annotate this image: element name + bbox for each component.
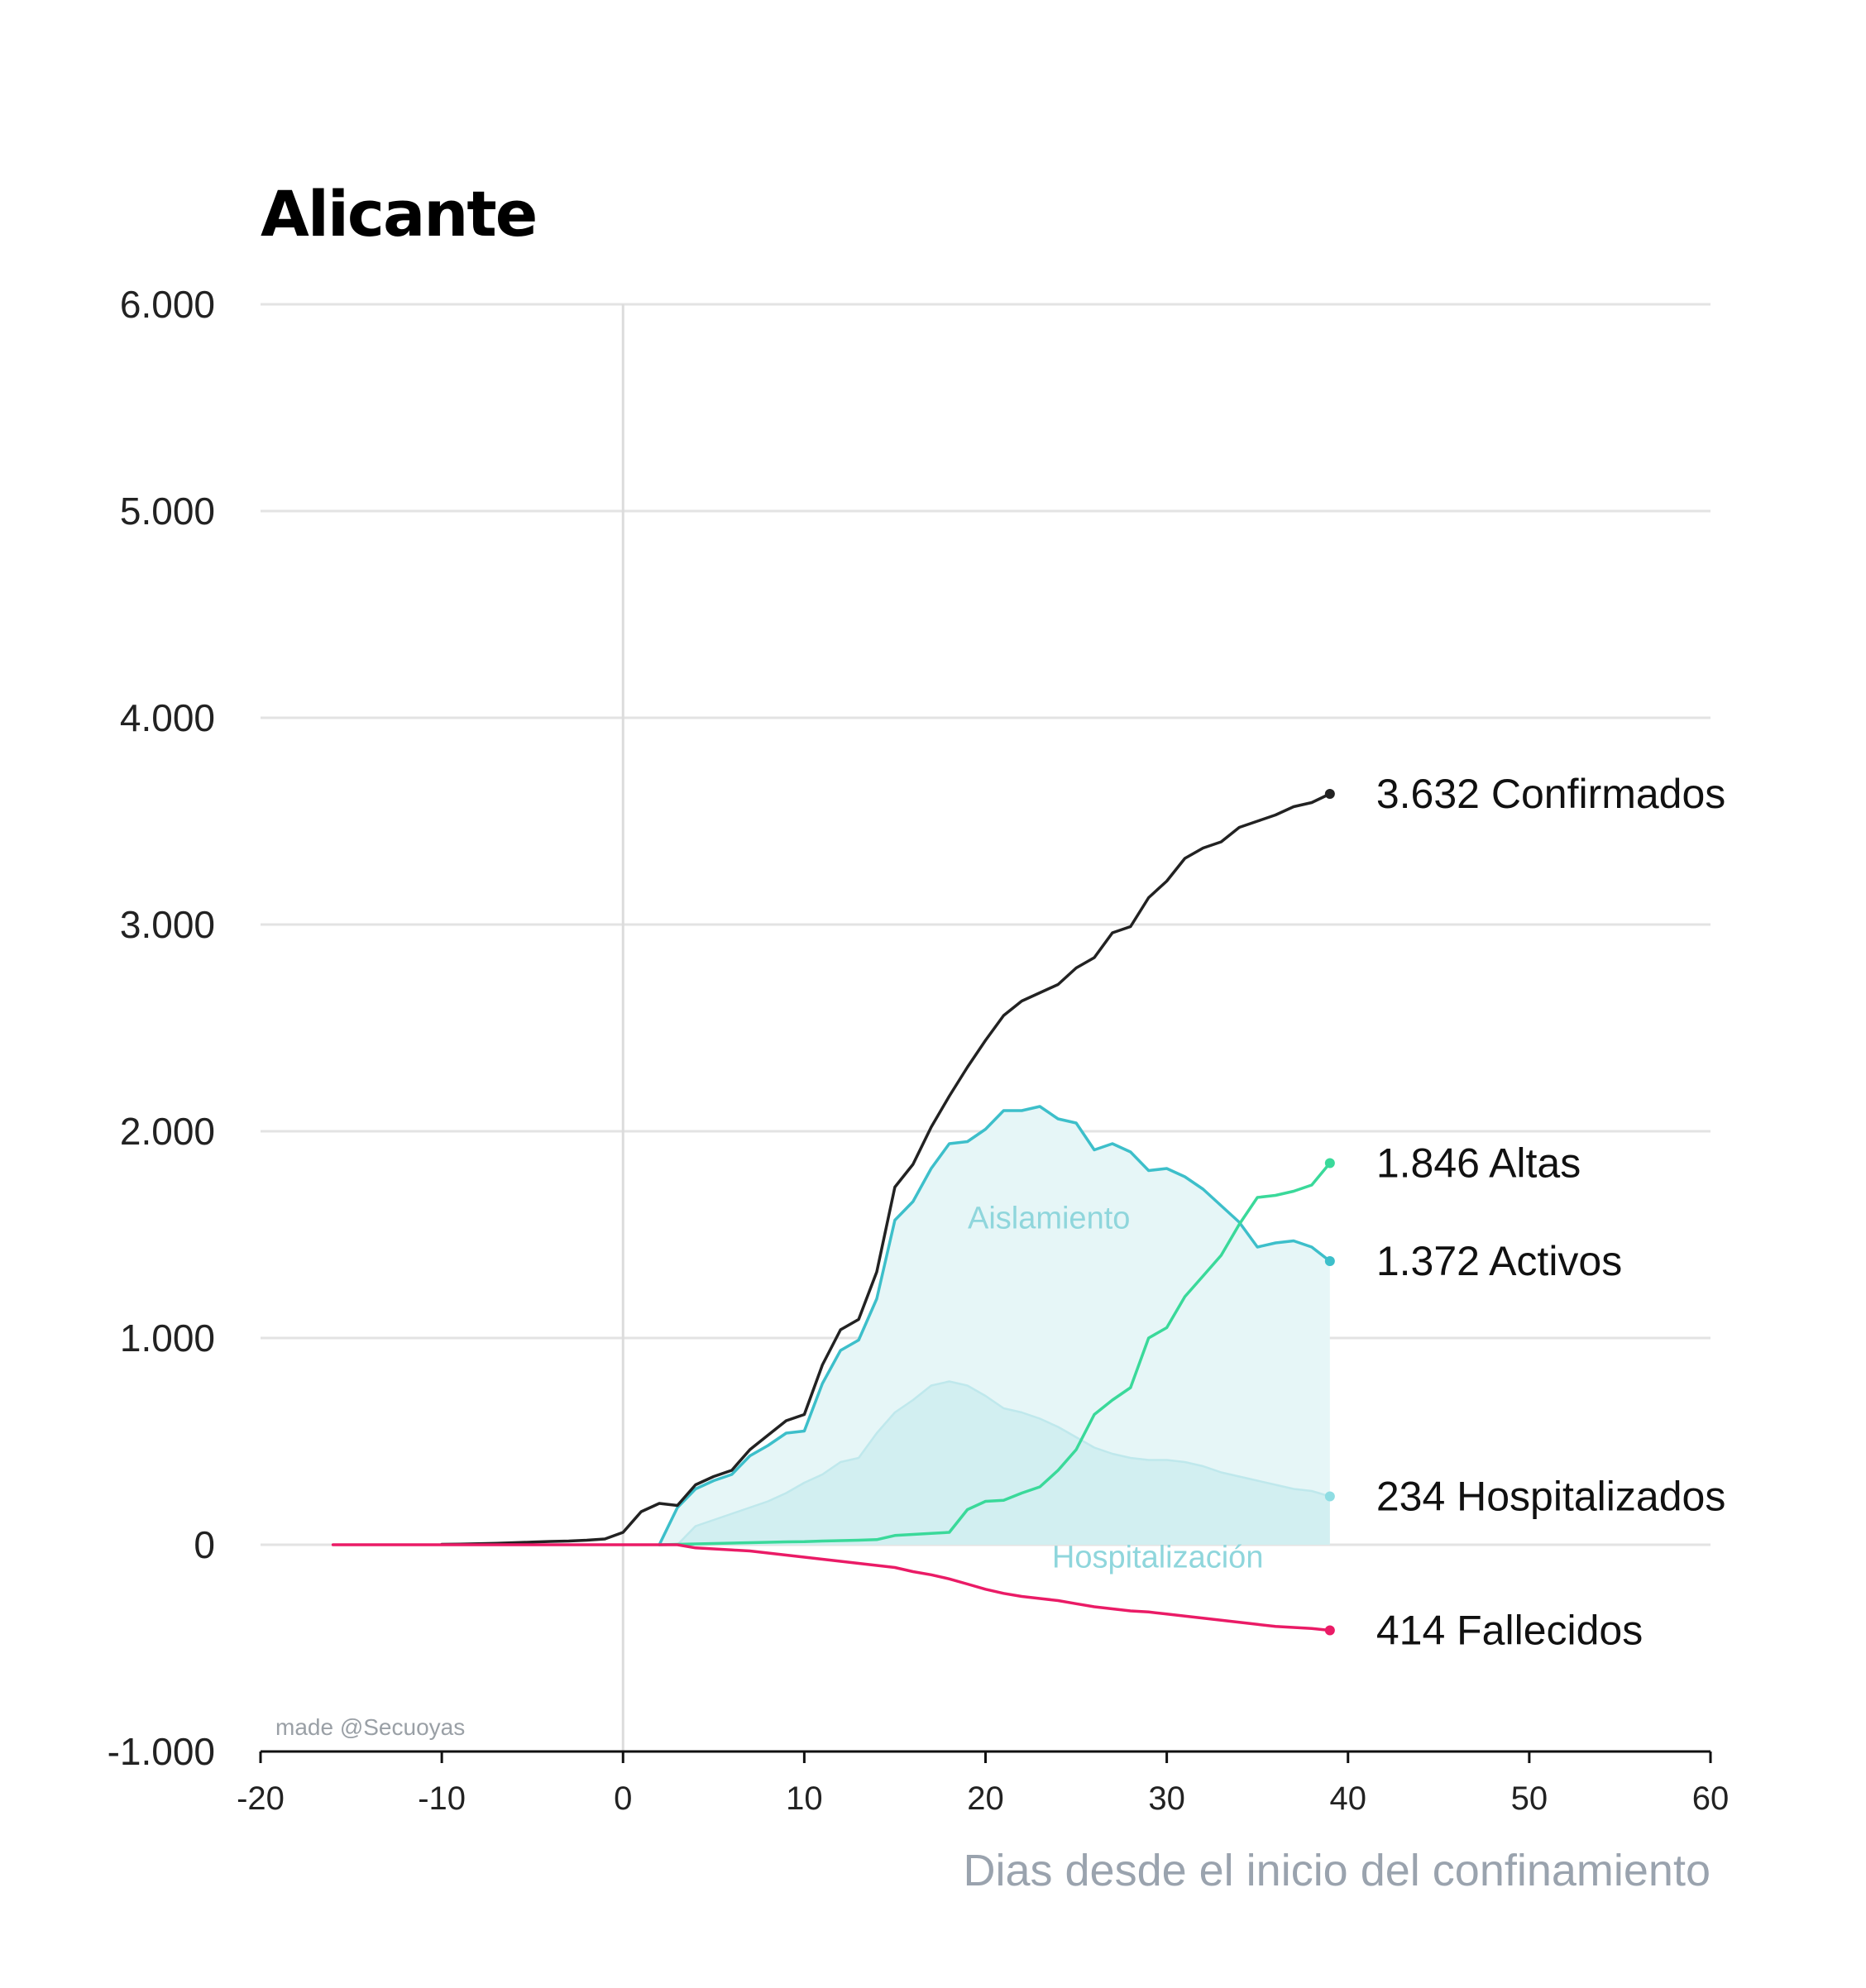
areas: Aislamiento Hospitalización (659, 1106, 1330, 1575)
area-hospitalizados (677, 1381, 1330, 1545)
axes: -1.000 0 1.000 2.000 3.000 4.000 5.000 6.000 -20… (108, 283, 1730, 1817)
end-label-confirmados: 3.632 Confirmados (1376, 771, 1725, 817)
line-activos (658, 1105, 1332, 1546)
y-tick-label: -1.000 (108, 1730, 215, 1773)
line-altas (658, 1161, 1332, 1546)
endpoint-altas (1324, 1158, 1335, 1168)
y-tick-label: 4.000 (120, 696, 215, 739)
x-axis-label: Dias desde el inicio del confinamiento (963, 1846, 1710, 1895)
series-lines (331, 789, 1335, 1636)
x-tick-label: 50 (1511, 1780, 1548, 1817)
area-activos (659, 1106, 1330, 1545)
watermark: made @Secuoyas (275, 1714, 465, 1740)
endpoint-hospitalizados (1324, 1491, 1335, 1502)
area-label-hospitalizacion: Hospitalización (1052, 1541, 1264, 1575)
area-label-aislamiento: Aislamiento (968, 1202, 1130, 1236)
line-fallecidos (331, 1543, 1332, 1632)
end-label-altas: 1.846 Altas (1376, 1140, 1581, 1187)
end-label-activos: 1.372 Activos (1376, 1238, 1622, 1284)
x-tick-label: 60 (1692, 1780, 1730, 1817)
x-tick-label: 0 (614, 1780, 632, 1817)
y-tick-label: 0 (194, 1523, 215, 1566)
x-tick-label: 10 (786, 1780, 823, 1817)
y-tick-label: 6.000 (120, 283, 215, 326)
endpoint-activos (1324, 1256, 1335, 1266)
line-hospitalizados (676, 1380, 1332, 1546)
x-tick-label: 20 (967, 1780, 1004, 1817)
y-tick-label: 3.000 (120, 903, 215, 946)
end-labels: 234 Hospitalizados 1.372 Activos 1.846 Alt… (1376, 771, 1725, 1654)
y-tick-label: 1.000 (120, 1317, 215, 1360)
endpoint-confirmados (1324, 789, 1335, 799)
y-tick-label: 5.000 (120, 490, 215, 533)
x-tick-label: -20 (237, 1780, 285, 1817)
end-label-fallecidos: 414 Fallecidos (1376, 1608, 1643, 1654)
x-tick-label: 30 (1148, 1780, 1185, 1817)
y-tick-label: 2.000 (120, 1110, 215, 1153)
x-tick-label: -10 (418, 1780, 466, 1817)
chart-title: Alicante (261, 177, 536, 251)
endpoint-fallecidos (1324, 1625, 1335, 1636)
x-tick-label: 40 (1330, 1780, 1367, 1817)
end-label-hospitalizados: 234 Hospitalizados (1376, 1474, 1725, 1520)
line-confirmados (440, 792, 1332, 1546)
